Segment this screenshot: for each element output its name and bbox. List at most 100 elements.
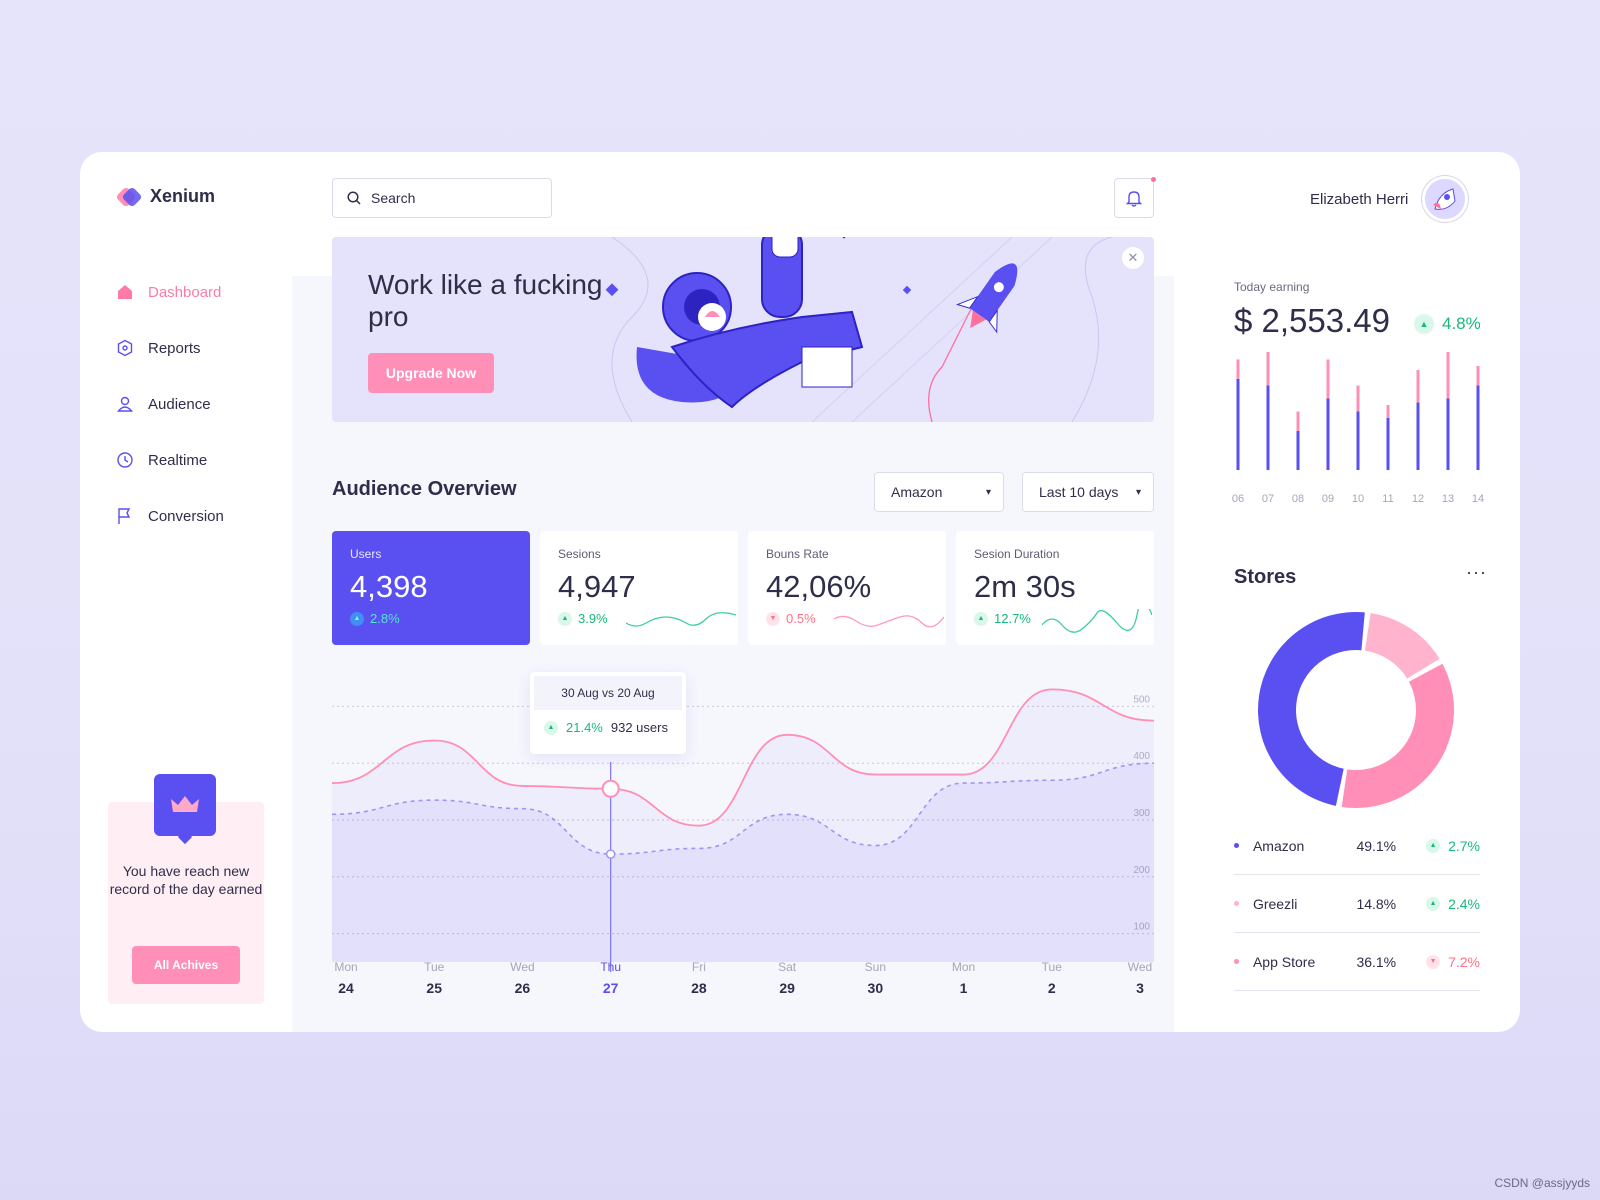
x-tick-label: 06	[1232, 493, 1244, 505]
bar	[1296, 431, 1300, 470]
stat-label: Sesion Duration	[974, 547, 1060, 561]
x-tick-label: Sat 29	[762, 960, 812, 996]
highlight-point[interactable]	[605, 849, 616, 859]
bar	[1386, 418, 1390, 470]
legend-dot	[1234, 901, 1239, 906]
logo-icon	[116, 187, 140, 207]
bar	[1356, 385, 1360, 412]
bar	[1326, 398, 1330, 470]
x-tick-label: 09	[1322, 493, 1334, 505]
sidebar-item-conversion[interactable]: Conversion	[116, 488, 224, 544]
all-achives-button[interactable]: All Achives	[132, 946, 240, 984]
store-change-value: 2.4%	[1448, 895, 1480, 912]
x-tick-label: 10	[1352, 493, 1364, 505]
user-profile[interactable]: Elizabeth Herri	[1310, 176, 1469, 222]
stat-value: 4,398	[350, 569, 428, 604]
hexagon-icon	[117, 339, 133, 357]
sidebar-item-label: Realtime	[148, 451, 208, 469]
arrow-up-icon: ▲	[558, 611, 572, 626]
y-tick-label: 500	[1133, 694, 1150, 705]
day-number-label: 29	[779, 980, 795, 996]
banner-illustration	[605, 237, 1113, 422]
store-row[interactable]: Amazon 49.1% ▲ 2.7%	[1234, 817, 1480, 875]
tooltip-title: 30 Aug vs 20 Aug	[534, 676, 682, 710]
bar	[1416, 369, 1420, 403]
store-row[interactable]: Greezli 14.8% ▲ 2.4%	[1234, 875, 1480, 933]
arrow-down-icon: ▼	[1426, 954, 1441, 969]
weekday-label: Wed	[1127, 960, 1153, 974]
sidebar-item-reports[interactable]: Reports	[116, 320, 224, 376]
clock-icon	[117, 452, 133, 468]
search-box[interactable]	[332, 178, 552, 218]
banner-title: Work like a fucking pro	[368, 269, 603, 332]
store-select[interactable]: Amazon ▾	[874, 472, 1004, 512]
series-area	[332, 689, 1154, 962]
search-icon	[347, 191, 361, 205]
notification-button[interactable]	[1114, 177, 1156, 218]
stat-card-users[interactable]: Users 4,398 ▲ 2.8%	[332, 531, 530, 645]
sidebar-item-label: Reports	[148, 339, 201, 357]
highlight-point[interactable]	[601, 779, 620, 798]
stores-title: Stores	[1234, 566, 1297, 588]
more-icon[interactable]: ···	[1466, 562, 1487, 582]
x-tick-label: Wed 3	[1115, 960, 1165, 996]
weekday-label: Sun	[864, 960, 886, 974]
bar	[1296, 411, 1300, 431]
x-tick-label: Wed 26	[497, 960, 547, 996]
store-row[interactable]: App Store 36.1% ▼ 7.2%	[1234, 933, 1480, 991]
tooltip-users: 932 users	[610, 720, 668, 735]
earning-bar-chart: 06 07 08 09 10 11 12 13 14	[1232, 352, 1484, 505]
day-number-label: 1	[959, 980, 968, 996]
avatar[interactable]	[1422, 176, 1469, 222]
close-icon[interactable]: ✕	[1122, 247, 1144, 269]
x-tick-label: Thu 27	[586, 960, 636, 996]
stat-card-sessions[interactable]: Sesions 4,947 ▲ 3.9%	[540, 531, 738, 645]
logo[interactable]: Xenium	[116, 186, 215, 207]
bar	[1236, 379, 1240, 470]
weekday-label: Mon	[334, 960, 358, 974]
sidebar-item-label: Conversion	[148, 507, 224, 525]
arrow-up-icon: ▲	[1414, 314, 1434, 334]
promo-badge	[154, 774, 216, 836]
bar	[1356, 411, 1360, 470]
audience-line-chart[interactable]: 100 200 300 400 500	[332, 672, 1154, 972]
y-tick-label: 400	[1133, 751, 1150, 762]
store-change: ▲ 2.4%	[1426, 896, 1480, 912]
store-share: 49.1%	[1356, 837, 1397, 854]
sparkline	[626, 612, 736, 627]
stat-label: Bouns Rate	[766, 547, 829, 561]
stat-card-session-duration[interactable]: Sesion Duration 2m 30s ▲ 12.7%	[956, 531, 1154, 645]
bar	[1476, 366, 1480, 386]
search-input[interactable]	[371, 190, 531, 206]
stat-card-bounce-rate[interactable]: Bouns Rate 42,06% ▼ 0.5%	[748, 531, 946, 645]
day-number-label: 30	[867, 980, 884, 996]
arrow-up-icon: ▲	[1426, 838, 1441, 853]
y-tick-label: 300	[1133, 808, 1150, 819]
range-select[interactable]: Last 10 days ▾	[1022, 472, 1154, 512]
day-number-label: 26	[514, 980, 531, 996]
bar	[1236, 359, 1240, 379]
legend-dot	[1234, 959, 1239, 964]
sidebar-item-label: Dashboard	[148, 283, 222, 301]
store-share: 14.8%	[1356, 895, 1397, 912]
sidebar-item-dashboard[interactable]: Dashboard	[116, 264, 224, 320]
weekday-label: Tue	[424, 960, 445, 974]
stat-value: 2m 30s	[974, 569, 1076, 604]
promo-card: You have reach new record of the day ear…	[108, 774, 264, 1004]
sidebar-item-realtime[interactable]: Realtime	[116, 432, 224, 488]
stat-change: ▲ 12.7%	[974, 611, 1031, 626]
bar	[1416, 402, 1420, 470]
series-line	[332, 762, 1154, 855]
sidebar-item-audience[interactable]: Audience	[116, 376, 224, 432]
dashboard-card: Xenium Dashboard Reports Audience Realti…	[80, 152, 1520, 1032]
bar	[1386, 405, 1390, 418]
bar	[1446, 398, 1450, 470]
store-name: Greezli	[1252, 895, 1298, 912]
audience-overview-title: Audience Overview	[332, 478, 517, 500]
upgrade-now-button[interactable]: Upgrade Now	[368, 353, 494, 393]
weekday-label: Wed	[510, 960, 535, 974]
arrow-up-icon: ▲	[544, 720, 558, 735]
series-line	[332, 688, 1154, 827]
stat-change: ▼ 0.5%	[766, 611, 816, 626]
arrow-up-icon: ▲	[350, 611, 364, 626]
